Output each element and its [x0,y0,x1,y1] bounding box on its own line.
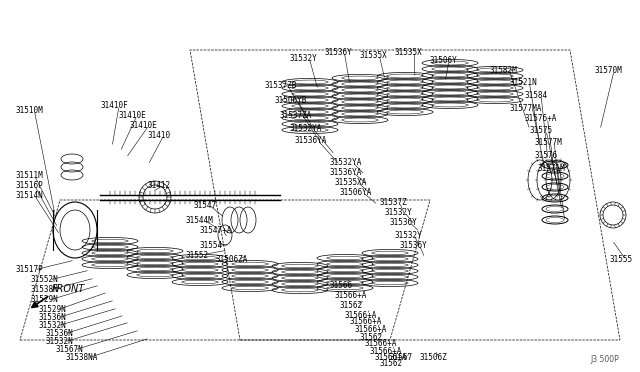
Text: 31576: 31576 [535,151,558,160]
Text: 31410F: 31410F [100,100,128,109]
Text: 31537ZA: 31537ZA [280,110,312,119]
Text: 31567: 31567 [390,353,413,362]
Text: 31529N: 31529N [30,295,58,305]
Text: 31506YA: 31506YA [340,187,372,196]
Text: 31521N: 31521N [510,77,538,87]
Text: 31536N: 31536N [45,330,73,339]
Text: 31562: 31562 [340,301,363,310]
Text: 31536Y: 31536Y [390,218,418,227]
Text: 31562: 31562 [380,359,403,368]
Text: 31566: 31566 [330,280,353,289]
Text: 31517P: 31517P [15,266,43,275]
Text: 31506YB: 31506YB [275,96,307,105]
Text: 31412: 31412 [148,180,171,189]
Text: 31567N: 31567N [55,346,83,355]
Text: 31410: 31410 [148,131,171,140]
Text: 31529N: 31529N [38,305,66,314]
Text: 31410E: 31410E [130,121,157,129]
Text: 31566+A: 31566+A [375,353,408,362]
Text: 31584: 31584 [525,90,548,99]
Text: 31566+A: 31566+A [335,291,367,299]
Text: 31532N: 31532N [38,321,66,330]
Text: 31532Y: 31532Y [290,54,317,62]
Text: 31566+A: 31566+A [355,326,387,334]
Text: 31566+A: 31566+A [350,317,382,327]
Text: 31554: 31554 [200,241,223,250]
Text: 31532YA: 31532YA [330,157,362,167]
Text: 31536Y: 31536Y [325,48,353,57]
Text: 31566+A: 31566+A [370,346,403,356]
Text: 31506ZA: 31506ZA [215,256,248,264]
Text: 31566+A: 31566+A [365,340,397,349]
Text: 31547: 31547 [193,201,216,209]
Text: 31570M: 31570M [595,65,623,74]
Text: 31577M: 31577M [535,138,563,147]
Text: 31566+A: 31566+A [345,311,378,320]
Text: 31571M: 31571M [538,164,566,173]
Text: 31552: 31552 [185,250,208,260]
Text: 31514N: 31514N [15,190,43,199]
Text: 31555: 31555 [610,256,633,264]
Text: 31537Z: 31537Z [380,198,408,206]
Text: 31538N: 31538N [30,285,58,295]
Text: 31536YA: 31536YA [330,167,362,176]
Text: 31516P: 31516P [15,180,43,189]
Text: 31536Y: 31536Y [400,241,428,250]
Text: 31536N: 31536N [38,314,66,323]
Text: 31532N: 31532N [45,337,73,346]
Text: 31575: 31575 [530,125,553,135]
Text: 31536YA: 31536YA [295,135,328,144]
Text: 31562: 31562 [360,333,383,341]
Text: 31535X: 31535X [395,48,423,57]
Text: 31537ZB: 31537ZB [265,80,298,90]
Text: 31577MA: 31577MA [510,103,542,112]
Text: 31532Y: 31532Y [385,208,413,217]
Text: 31576+A: 31576+A [525,113,557,122]
Text: 31547+A: 31547+A [200,225,232,234]
Text: 31535X: 31535X [360,51,388,60]
Text: 31535XA: 31535XA [335,177,367,186]
Text: FRONT: FRONT [52,284,85,294]
Text: 31410E: 31410E [118,110,146,119]
Text: 31511M: 31511M [15,170,43,180]
Text: J3 500P: J3 500P [590,355,619,364]
Text: 31552N: 31552N [30,276,58,285]
Text: 31532Y: 31532Y [395,231,423,240]
Text: 31510M: 31510M [15,106,43,115]
Text: 31506Z: 31506Z [420,353,448,362]
Text: 31544M: 31544M [185,215,212,224]
Text: 31538NA: 31538NA [65,353,97,362]
Text: 31532YA: 31532YA [290,124,323,132]
Text: 31582M: 31582M [490,65,518,74]
Text: 31506Y: 31506Y [430,55,458,64]
